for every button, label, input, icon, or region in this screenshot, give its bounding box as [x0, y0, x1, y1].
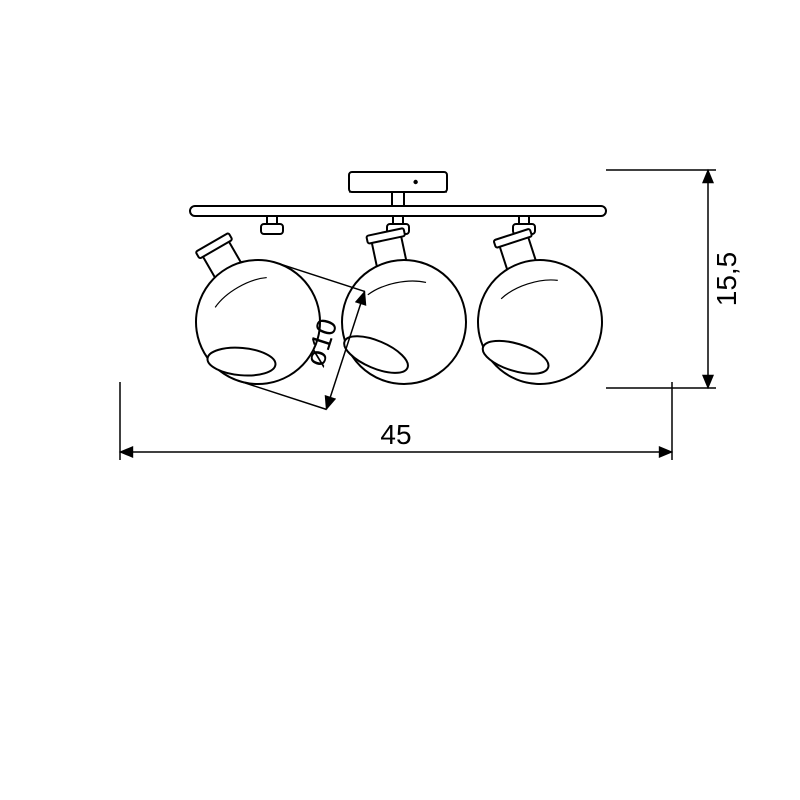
dimension-height-label: 15,5: [711, 252, 742, 307]
dimension-height: [606, 170, 716, 388]
lamp-heads: [152, 211, 619, 410]
ceiling-mount: [349, 172, 447, 206]
technical-drawing: 45 15,5 ø10: [0, 0, 800, 800]
dimension-width-label: 45: [380, 419, 411, 450]
